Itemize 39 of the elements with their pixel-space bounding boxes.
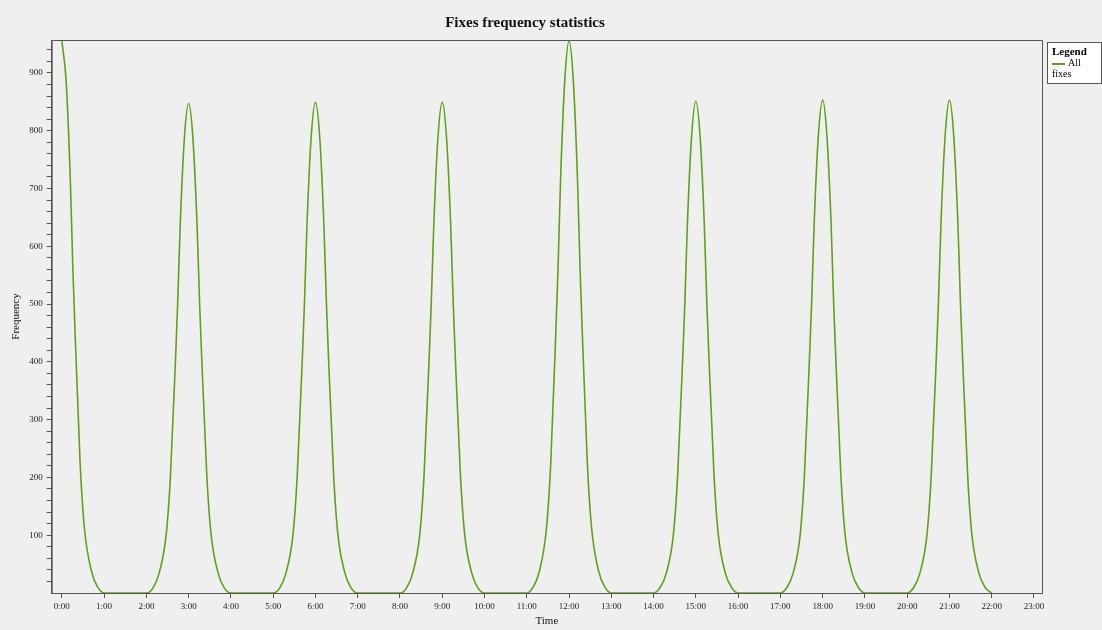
x-tick-label: 16:00 [727, 600, 749, 611]
x-tick-label: 15:00 [685, 600, 707, 611]
x-axis-title: Time [535, 614, 559, 627]
chart-title: Fixes frequency statistics [445, 13, 606, 30]
y-tick-label: 400 [29, 356, 44, 367]
y-tick-label: 500 [29, 298, 44, 309]
x-tick-label: 9:00 [434, 600, 451, 611]
y-tick-label: 100 [29, 529, 44, 540]
x-tick-label: 2:00 [138, 600, 155, 611]
y-tick-label: 600 [29, 240, 44, 251]
x-tick-label: 6:00 [307, 600, 324, 611]
x-tick-label: 22:00 [981, 600, 1003, 611]
x-tick-label: 14:00 [643, 600, 665, 611]
x-tick-label: 3:00 [180, 600, 198, 611]
y-tick-label: 700 [29, 182, 44, 193]
x-tick-label: 7:00 [349, 600, 367, 611]
x-tick-label: 13:00 [601, 600, 623, 611]
y-tick-label: 200 [29, 471, 44, 482]
x-tick-label: 5:00 [265, 600, 282, 611]
x-tick-label: 21:00 [939, 600, 961, 611]
y-tick-label: 300 [29, 414, 44, 425]
x-tick-label: 4:00 [222, 600, 240, 611]
line-series [61, 40, 993, 593]
x-tick-label: 17:00 [770, 600, 792, 611]
legend-label: All fixes [1052, 57, 1082, 79]
x-tick-label: 23:00 [1023, 600, 1045, 611]
y-tick-label: 800 [29, 125, 44, 136]
x-tick-label: 1:00 [96, 600, 113, 611]
x-tick-label: 8:00 [391, 600, 409, 611]
x-tick-label: 0:00 [53, 600, 71, 611]
y-axis-title: Frequency [9, 292, 22, 340]
x-tick-label: 10:00 [474, 600, 496, 611]
x-tick-label: 12:00 [558, 600, 580, 611]
x-tick-label: 11:00 [516, 600, 538, 611]
x-tick-label: 18:00 [812, 600, 834, 611]
legend-title: Legend [1052, 45, 1088, 57]
y-tick-label: 900 [29, 67, 44, 78]
x-tick-label: 20:00 [896, 600, 918, 611]
x-tick-label: 19:00 [854, 600, 876, 611]
